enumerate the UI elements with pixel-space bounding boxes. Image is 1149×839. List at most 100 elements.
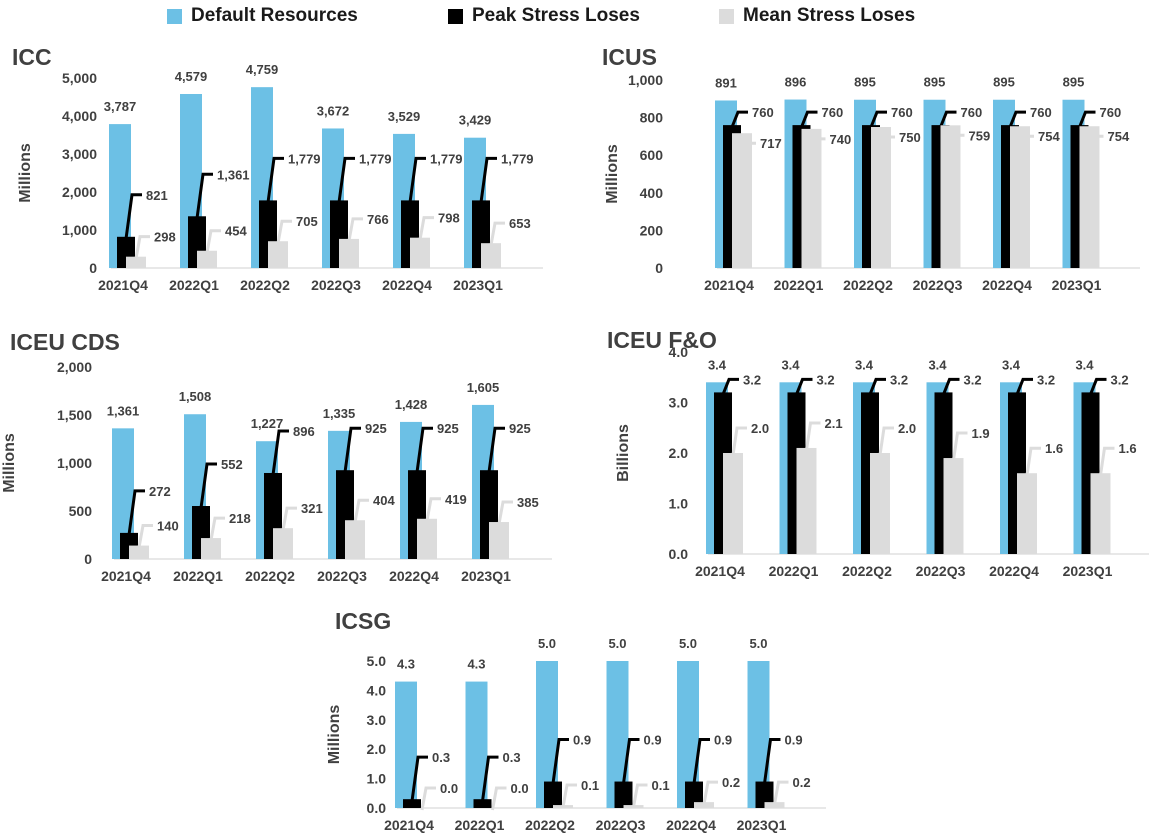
y-tick-label: 1,500: [57, 407, 92, 423]
x-tick-label: 2022Q1: [774, 277, 824, 293]
legend-label-default-resources: Default Resources: [191, 5, 358, 26]
data-label-peak-stress: 925: [365, 421, 387, 436]
data-label-default-resources: 4.3: [397, 657, 415, 672]
x-tick-label: 2022Q3: [913, 277, 963, 293]
y-tick-label: 500: [69, 503, 93, 519]
y-tick-label: 800: [640, 110, 664, 126]
data-label-default-resources: 3.4: [781, 357, 800, 372]
x-tick-label: 2022Q1: [769, 563, 819, 579]
bar-mean-stress: [871, 127, 891, 268]
chart-iceu-cds-plot: 0 500 1,000 1,500 2,000 Millions 1,361 272 140 20…: [1, 359, 552, 584]
bar-mean-stress: [481, 243, 501, 268]
data-label-peak-stress: 925: [437, 421, 459, 436]
legend-label-mean-stress: Mean Stress Loses: [743, 5, 916, 26]
data-label-peak-stress: 0.3: [432, 750, 450, 765]
leader-mean-stress: [137, 524, 153, 548]
bar-peak-stress: [544, 781, 562, 808]
data-label-default-resources: 1,428: [395, 397, 428, 412]
leader-mean-stress: [418, 216, 434, 240]
data-label-default-resources: 5.0: [679, 636, 697, 651]
data-label-mean-stress: 2.0: [751, 421, 769, 436]
y-tick-label: 4.0: [367, 682, 387, 698]
data-label-default-resources: 3.4: [928, 357, 947, 372]
leader-mean-stress: [489, 221, 505, 246]
y-axis-title: Millions: [1, 433, 18, 493]
data-label-mean-stress: 754: [1108, 129, 1130, 144]
leader-peak-stress: [199, 462, 217, 509]
data-label-peak-stress: 1,779: [501, 151, 534, 166]
data-label-mean-stress: 0.0: [511, 781, 529, 796]
leader-mean-stress: [276, 219, 292, 244]
data-label-mean-stress: 140: [157, 519, 179, 534]
data-label-peak-stress: 3.2: [1111, 372, 1129, 387]
data-label-peak-stress: 760: [961, 105, 983, 120]
x-tick-label: 2023Q1: [453, 277, 503, 293]
data-label-peak-stress: 3.2: [817, 372, 835, 387]
leader-peak-stress: [1078, 110, 1096, 128]
bar-mean-stress: [732, 133, 752, 268]
data-label-default-resources: 1,335: [323, 406, 356, 421]
y-tick-label: 3.0: [669, 395, 689, 411]
data-label-default-resources: 1,361: [107, 403, 140, 418]
data-label-default-resources: 3.4: [1075, 357, 1094, 372]
leader-mean-stress: [879, 128, 895, 139]
data-label-peak-stress: 0.9: [714, 733, 732, 748]
leader-peak-stress: [408, 156, 426, 203]
data-label-mean-stress: 454: [225, 224, 247, 239]
leader-peak-stress: [195, 172, 213, 219]
bar-mean-stress: [126, 256, 146, 268]
data-label-default-resources: 3,672: [317, 103, 350, 118]
data-label-mean-stress: 218: [229, 511, 251, 526]
data-label-default-resources: 4.3: [467, 657, 485, 672]
data-label-mean-stress: 1.6: [1119, 441, 1137, 456]
bar-mean-stress: [940, 125, 961, 268]
data-label-default-resources: 3.4: [1002, 357, 1021, 372]
bar-mean-stress: [1079, 126, 1100, 268]
data-label-peak-stress: 3.2: [743, 372, 761, 387]
leader-peak-stress: [415, 426, 433, 473]
data-label-peak-stress: 0.3: [503, 750, 521, 765]
leader-mean-stress: [810, 130, 826, 141]
data-label-default-resources: 896: [785, 75, 807, 90]
leader-mean-stress: [740, 134, 756, 145]
chart-icus: ICUS 0 200 400 600 800 1,000 Millions 891 760 717…: [590, 40, 1149, 305]
data-label-peak-stress: 552: [221, 457, 243, 472]
data-label-default-resources: 1,605: [467, 380, 500, 395]
x-tick-label: 2022Q4: [982, 277, 1032, 293]
leader-mean-stress: [134, 235, 150, 259]
data-label-default-resources: 1,508: [179, 389, 212, 404]
bar-mean-stress: [1017, 473, 1037, 554]
chart-title-icus: ICUS: [602, 44, 657, 70]
y-tick-label: 1,000: [57, 455, 92, 471]
bar-mean-stress: [764, 802, 785, 808]
bar-mean-stress: [129, 545, 149, 559]
data-label-peak-stress: 3.2: [890, 372, 908, 387]
bar-mean-stress: [723, 453, 743, 554]
bar-mean-stress: [273, 528, 293, 559]
legend-swatch-peak-stress: [448, 9, 463, 24]
data-label-peak-stress: 0.9: [573, 733, 591, 748]
data-label-default-resources: 891: [715, 75, 737, 90]
y-tick-label: 3.0: [367, 712, 387, 728]
data-label-default-resources: 4,759: [246, 62, 279, 77]
data-label-peak-stress: 760: [822, 105, 844, 120]
data-label-peak-stress: 760: [1030, 105, 1052, 120]
leader-peak-stress: [868, 377, 886, 395]
x-tick-label: 2022Q4: [382, 277, 432, 293]
data-label-peak-stress: 925: [509, 421, 531, 436]
leader-peak-stress: [730, 110, 748, 128]
leader-peak-stress: [622, 738, 640, 784]
leader-mean-stress: [347, 217, 363, 242]
data-label-mean-stress: 419: [445, 492, 467, 507]
bar-peak-stress: [755, 781, 774, 808]
leader-mean-stress: [773, 780, 789, 805]
y-tick-label: 1,000: [628, 72, 663, 88]
data-label-peak-stress: 272: [149, 484, 171, 499]
x-tick-label: 2022Q2: [240, 277, 290, 293]
data-label-peak-stress: 760: [752, 105, 774, 120]
x-tick-label: 2022Q3: [311, 277, 361, 293]
data-label-default-resources: 3,787: [104, 99, 137, 114]
x-tick-label: 2022Q4: [666, 817, 716, 833]
leader-peak-stress: [479, 156, 497, 203]
chart-icus-plot: 0 200 400 600 800 1,000 Millions 891 760 717 2021Q…: [604, 72, 1140, 293]
